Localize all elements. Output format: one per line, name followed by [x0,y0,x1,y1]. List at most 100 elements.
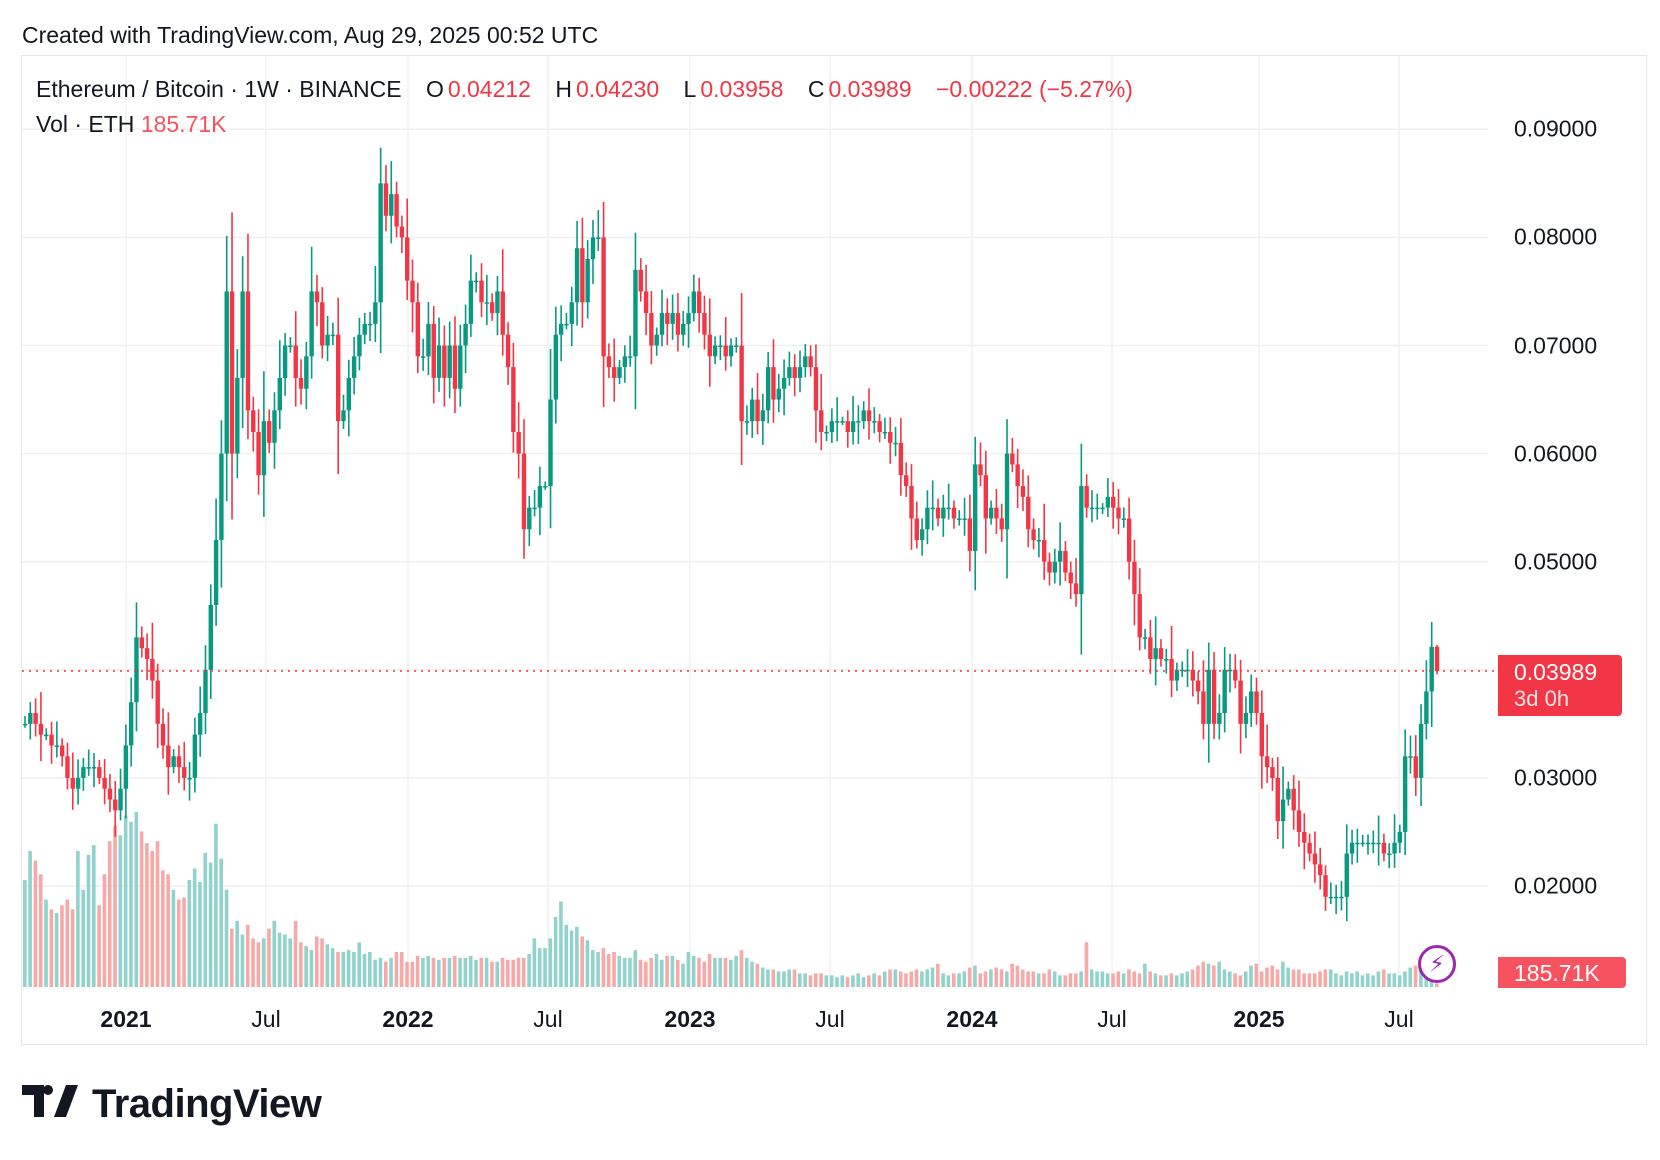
tradingview-logo-icon [22,1082,78,1127]
candle-body [208,604,213,670]
candle-body [1211,669,1217,724]
volume-bar [1312,973,1317,987]
candle-body [134,637,139,703]
volume-bar [1015,965,1020,987]
volume-bar [38,874,43,987]
candle-body [1344,853,1349,897]
candle-body [1068,572,1073,584]
volume-bar [1435,983,1439,987]
volume-bar [1100,971,1105,987]
candle-body [691,291,697,314]
candle-body [946,507,951,510]
candle-body [590,237,596,260]
volume-bar [198,882,202,987]
volume-bar [405,961,409,987]
volume-bar [867,975,871,987]
candle-body [1296,810,1302,832]
volume-bar [304,946,308,987]
volume-bar [1365,973,1370,987]
candle-body [760,410,766,422]
volume-bar [320,938,324,987]
time-tick-label: 2022 [382,1006,434,1032]
candle-body [601,237,606,357]
candle-body [373,302,378,324]
candle-body [219,453,224,541]
volume-bar [1318,971,1322,987]
candle-body [941,507,946,519]
candle-body [282,345,288,378]
volume-bar [665,955,669,987]
volume-bar [967,967,972,987]
volume-bar [575,926,579,987]
volume-label[interactable]: Vol · ETH [36,111,135,137]
candle-body [1238,680,1243,724]
volume-bar [176,899,181,987]
candle-body [930,507,935,510]
volume-bar [803,973,807,987]
volume-bar [490,961,494,987]
volume-bar [755,963,760,987]
candle-body [1280,799,1286,822]
candle-body [627,356,633,358]
volume-bar [925,969,930,987]
candle-body [357,334,362,357]
candle-body [346,377,352,411]
candle-body [1233,669,1238,681]
candle-body [404,237,410,281]
candle-body [1270,767,1275,778]
candle-body [187,777,192,780]
volume-bar [468,955,473,987]
volume-bar [208,862,213,987]
lightning-icon[interactable]: ⚡ [1418,945,1456,983]
volume-bar [851,975,855,987]
volume-bar [1413,965,1418,987]
candle-body [787,367,792,378]
time-tick-label: Jul [815,1006,845,1032]
volume-bar [744,957,749,987]
volume-bar [415,955,420,987]
candle-body [564,323,569,326]
candle-body [1424,691,1429,724]
candle-body [1429,646,1434,692]
candle-body [776,388,781,400]
volume-bar [957,973,961,987]
candle-body [97,767,102,778]
candle-body [489,302,495,314]
volume-bar [527,953,531,987]
volume-bar [1169,973,1174,987]
price-tick-label: 0.03000 [1514,764,1598,791]
volume-bar [1259,971,1264,987]
volume-bar [277,932,282,987]
candle-body [1026,496,1031,530]
candle-body [643,291,649,314]
last-price-tag: 0.03989 3d 0h [1498,655,1622,716]
volume-bar [691,955,696,987]
candle-body [1010,453,1015,465]
volume-bar [782,971,786,987]
candle-body [1397,831,1403,843]
time-tick-label: 2024 [946,1006,998,1032]
candle-body [739,345,744,422]
volume-bar [601,948,606,987]
candle-body [622,356,628,368]
symbol-name[interactable]: Ethereum / Bitcoin · 1W · BINANCE [36,76,402,102]
candle-body [1328,896,1334,899]
candle-body [128,702,134,746]
candle-body [548,399,553,487]
candle-body [463,323,468,346]
candle-body [91,767,97,769]
volume-bar [580,936,584,987]
candle-body [107,788,113,800]
candle-body [28,713,33,724]
candle-body [909,486,914,519]
low-label: L [683,76,697,102]
candle-body [304,356,309,389]
volume-bar [421,957,425,987]
candle-body [681,323,686,335]
candle-body [972,464,978,551]
volume-legend: Vol · ETH 185.71K [36,111,227,138]
candle-body [734,345,739,347]
volume-bar [750,961,754,987]
volume-bar [394,952,399,987]
